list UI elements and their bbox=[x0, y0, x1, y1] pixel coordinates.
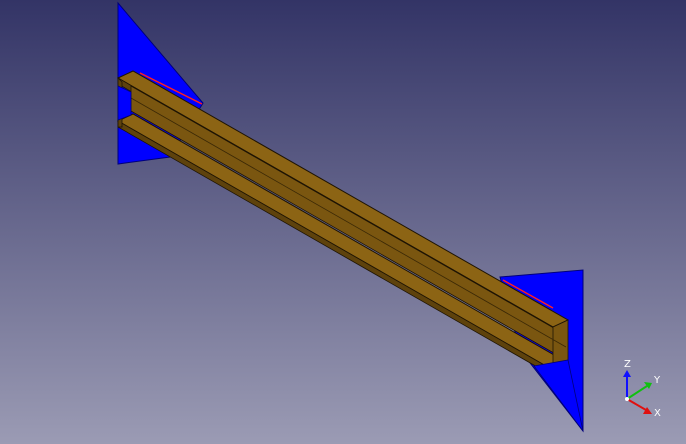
right-plate-front bbox=[533, 359, 584, 432]
axis-triad[interactable]: Z Y X bbox=[623, 359, 661, 419]
axis-x-label: X bbox=[654, 408, 661, 419]
axis-origin bbox=[625, 397, 629, 401]
axis-y-arrow-icon bbox=[644, 382, 652, 389]
axis-z-arrow-icon bbox=[623, 370, 631, 377]
axis-x-line bbox=[626, 398, 647, 411]
left-plate-front bbox=[117, 85, 132, 121]
right-contact-edge bbox=[502, 279, 554, 309]
left-contact-edge bbox=[139, 72, 203, 105]
axis-x-arrow-icon bbox=[643, 407, 652, 414]
i-beam[interactable] bbox=[116, 70, 570, 377]
axis-z-label: Z bbox=[624, 359, 631, 370]
beam-web-line bbox=[130, 97, 567, 348]
axis-y-label: Y bbox=[653, 375, 661, 386]
axis-y-line bbox=[626, 385, 648, 400]
